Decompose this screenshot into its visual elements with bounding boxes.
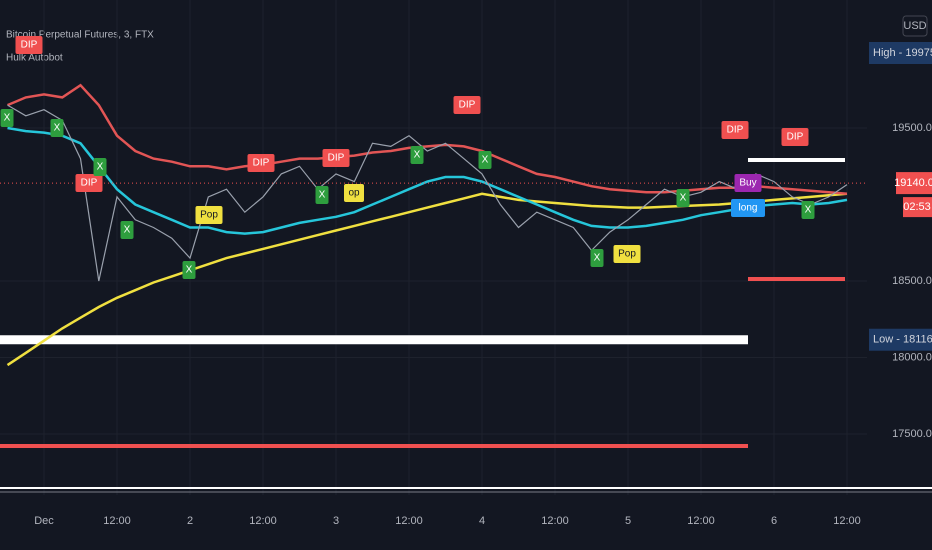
x-tick-label: 12:00 — [395, 515, 423, 527]
signal-label: X — [186, 265, 193, 276]
signal-badge — [15, 36, 43, 54]
signal-badge — [93, 158, 107, 176]
signal-badge — [734, 174, 762, 192]
signal-label: DIP — [459, 100, 476, 111]
signal-badge — [322, 149, 350, 167]
signal-badge — [731, 199, 765, 217]
x-tick-label: 3 — [333, 515, 339, 527]
x-tick-label: 5 — [625, 515, 631, 527]
x-tick-label: 12:00 — [249, 515, 277, 527]
signal-badge — [50, 119, 64, 137]
x-tick-label: 4 — [479, 515, 485, 527]
high-badge — [869, 42, 932, 64]
signal-label: Buy — [739, 178, 756, 189]
x-tick-label: 12:00 — [833, 515, 861, 527]
signal-badge — [0, 109, 14, 127]
signal-badge — [453, 96, 481, 114]
signal-badge — [75, 174, 103, 192]
signal-badge — [613, 245, 641, 263]
y-tick-label: 18500.0 — [892, 275, 932, 287]
x-tick-label: 12:00 — [541, 515, 569, 527]
signal-label: long — [739, 203, 758, 214]
countdown-badge — [903, 197, 932, 218]
x-tick-label: 2 — [187, 515, 193, 527]
price-badge — [896, 172, 932, 195]
signal-label: DIP — [253, 158, 270, 169]
series-line — [6, 192, 848, 367]
symbol-title: Bitcoin Perpetual Futures, 3, FTX — [6, 30, 154, 41]
y-tick-label: 19500.0 — [892, 122, 932, 134]
series-line — [7, 83, 848, 196]
x-tick-label: 12:00 — [103, 515, 131, 527]
signal-label: DIP — [21, 40, 38, 51]
signal-label: DIP — [727, 125, 744, 136]
series-line — [7, 104, 848, 282]
price-label: 19140.0 — [894, 177, 932, 189]
signal-badge — [801, 201, 815, 219]
signal-badge — [182, 261, 196, 279]
signal-label: X — [805, 205, 812, 216]
signal-badge — [676, 189, 690, 207]
signal-label: DIP — [328, 153, 345, 164]
signal-label: X — [97, 162, 104, 173]
currency-label: USD — [903, 20, 926, 32]
y-tick-label: 18000.0 — [892, 351, 932, 363]
x-tick-label: Dec — [34, 515, 54, 527]
signal-label: Pop — [618, 249, 636, 260]
signal-badge — [195, 206, 223, 224]
x-tick-label: 6 — [771, 515, 777, 527]
countdown-label: 02:53 — [903, 201, 931, 213]
signal-badge — [590, 249, 604, 267]
signal-label: X — [124, 225, 131, 236]
signal-badge — [344, 184, 364, 202]
signal-label: X — [319, 190, 326, 201]
signal-label: X — [482, 155, 489, 166]
signal-label: X — [414, 150, 421, 161]
signal-label: op — [348, 188, 360, 199]
signal-label: DIP — [81, 178, 98, 189]
signal-label: X — [54, 123, 61, 134]
low-badge — [869, 328, 932, 351]
signal-label: X — [4, 113, 11, 124]
signal-badge — [410, 146, 424, 164]
low-label: Low - 18116.0 — [873, 334, 932, 346]
signal-badge — [120, 221, 134, 239]
signal-badge — [247, 154, 275, 172]
signal-label: DIP — [787, 132, 804, 143]
high-label: High - 19975.5 — [873, 47, 932, 59]
currency-button[interactable] — [902, 15, 928, 37]
series-line — [7, 126, 848, 235]
signal-badge — [315, 186, 329, 204]
signal-badge — [781, 128, 809, 146]
x-tick-label: 12:00 — [687, 515, 715, 527]
indicator-name: Hulk Autobot — [6, 53, 63, 64]
signal-label: X — [680, 193, 687, 204]
signal-badge — [478, 151, 492, 169]
signal-label: Pop — [200, 210, 218, 221]
y-tick-label: 17500.0 — [892, 428, 932, 440]
signal-badge — [721, 121, 749, 139]
signal-label: X — [594, 253, 601, 264]
